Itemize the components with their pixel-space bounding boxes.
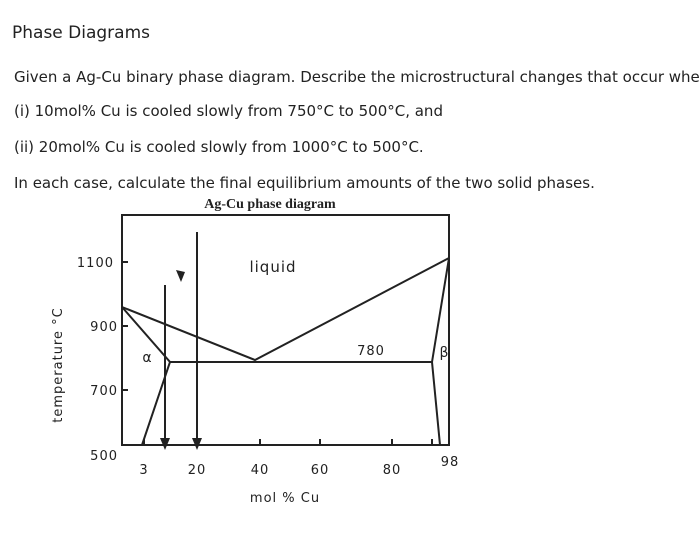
y-tick-label: 700	[90, 384, 118, 399]
title: Phase Diagrams	[12, 23, 150, 43]
frame	[121, 214, 450, 446]
x-tick-label: 20	[188, 463, 207, 478]
x-axis-label: mol % Cu	[250, 491, 320, 506]
region-label: α	[142, 350, 151, 366]
region-label: liquid	[249, 258, 296, 276]
x-tick-label: 3	[139, 463, 148, 478]
ticks	[122, 261, 433, 445]
beta-boundary	[430, 257, 450, 446]
x-tick-label: 60	[311, 463, 330, 478]
x-tick-label: 40	[251, 463, 270, 478]
region-label: β	[440, 345, 449, 361]
liquidus	[121, 257, 450, 362]
text-line: In each case, calculate the final equili…	[14, 174, 595, 192]
x-tick-label: 80	[383, 463, 402, 478]
text-line: (ii) 20mol% Cu is cooled slowly from 100…	[14, 138, 424, 156]
diagram: 1100 900 700 500 3 20 40 60 80 98 temper…	[51, 214, 460, 506]
text-line: Given a Ag-Cu binary phase diagram. Desc…	[14, 68, 700, 86]
cooling-path	[164, 232, 198, 445]
y-tick-label: 1100	[77, 256, 114, 271]
region-label: 780	[357, 344, 385, 359]
y-axis-label: temperature °C	[51, 307, 66, 422]
text-line: (i) 10mol% Cu is cooled slowly from 750°…	[14, 102, 443, 120]
diagram-title: Ag-Cu phase diagram	[204, 197, 336, 212]
arrow-heads	[160, 270, 202, 450]
x-tick-label: 98	[441, 455, 460, 470]
alpha-boundary	[121, 306, 172, 446]
y-tick-label: 900	[90, 320, 118, 335]
y-tick-label: 500	[90, 449, 118, 464]
